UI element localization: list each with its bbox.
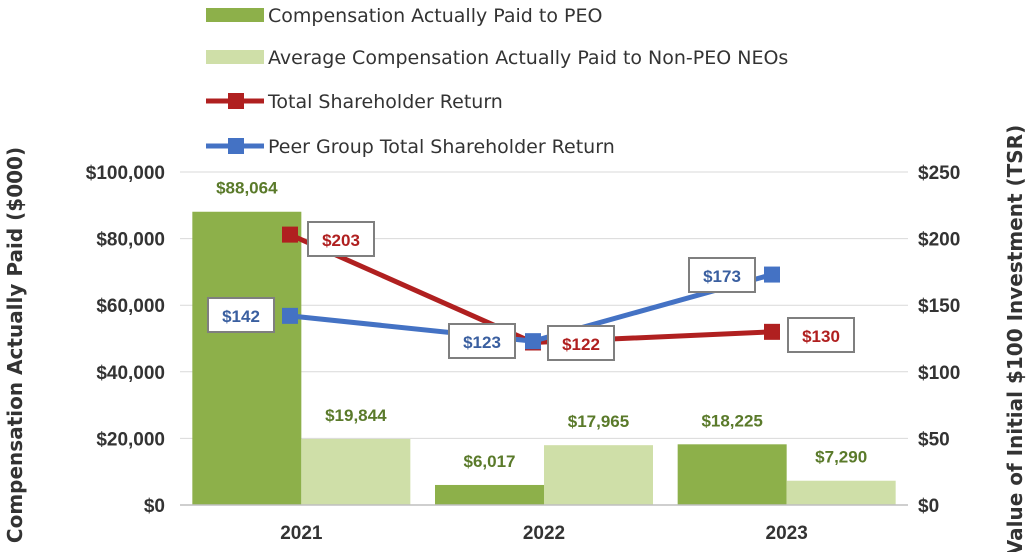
line-label-box bbox=[448, 323, 516, 359]
bar bbox=[544, 445, 653, 505]
data-labels: $88,064 $6,017 $18,225 $19,844 $17,965 $7,290… bbox=[207, 179, 867, 471]
legend-marker bbox=[228, 93, 244, 109]
x-tick-label: 2022 bbox=[523, 523, 565, 544]
series-marker bbox=[282, 226, 298, 243]
bar-value-label: $19,844 bbox=[325, 406, 387, 425]
y-axis-title: Compensation Actually Paid ($000) bbox=[3, 147, 27, 543]
bar-series bbox=[192, 211, 896, 505]
legend-marker bbox=[228, 138, 244, 154]
line-label-box bbox=[207, 297, 275, 333]
y-tick-label: $0 bbox=[144, 496, 165, 517]
y-tick-label: $20,000 bbox=[96, 429, 165, 450]
legend-label: Compensation Actually Paid to PEO bbox=[268, 5, 602, 27]
x-tick-label: 2023 bbox=[766, 523, 808, 544]
bar bbox=[435, 484, 544, 505]
legend-label: Average Compensation Actually Paid to No… bbox=[268, 47, 788, 69]
line-value-label: $142 bbox=[222, 307, 260, 326]
legend-swatch bbox=[206, 50, 264, 64]
line-value-label: $203 bbox=[322, 231, 360, 250]
legend: Compensation Actually Paid to PEO Average… bbox=[206, 5, 788, 158]
bar-value-label: $7,290 bbox=[815, 448, 867, 467]
bar bbox=[192, 211, 302, 505]
line-value-label: $123 bbox=[463, 333, 501, 352]
bar bbox=[677, 444, 787, 505]
series-marker bbox=[525, 333, 541, 350]
line-label-box bbox=[688, 257, 756, 293]
bar-value-label: $6,017 bbox=[464, 452, 516, 471]
bar bbox=[301, 438, 411, 505]
line-label-box bbox=[547, 325, 615, 361]
series-marker bbox=[282, 307, 298, 324]
bar-value-label: $18,225 bbox=[701, 411, 762, 430]
line-label-box bbox=[307, 221, 375, 257]
y2-tick-label: $100 bbox=[918, 363, 960, 384]
series-marker bbox=[764, 266, 780, 283]
legend-swatch bbox=[206, 8, 264, 22]
legend-label: Peer Group Total Shareholder Return bbox=[268, 136, 615, 158]
y-tick-label: $80,000 bbox=[96, 230, 165, 251]
x-tick-label: 2021 bbox=[280, 523, 323, 544]
y2-tick-label: $50 bbox=[918, 429, 950, 450]
bar-value-label: $88,064 bbox=[216, 179, 278, 198]
bar bbox=[786, 480, 896, 505]
line-series bbox=[282, 226, 780, 351]
bar-value-label: $17,965 bbox=[568, 412, 629, 431]
y2-axis-title: Value of Initial $100 Investment (TSR) bbox=[1003, 125, 1027, 552]
axes: $0 $0 $20,000 $50 $40,000 $100 $60,000 $150 $80,… bbox=[3, 125, 1027, 552]
y2-tick-label: $200 bbox=[918, 230, 960, 251]
series-marker bbox=[764, 323, 780, 340]
y2-tick-label: $150 bbox=[918, 296, 960, 317]
y-tick-label: $60,000 bbox=[96, 296, 165, 317]
line-value-label: $173 bbox=[703, 267, 741, 286]
y-tick-label: $40,000 bbox=[96, 363, 165, 384]
legend-label: Total Shareholder Return bbox=[267, 91, 503, 113]
line-value-label: $122 bbox=[562, 335, 600, 354]
y2-tick-label: $0 bbox=[918, 496, 939, 517]
line-label-box bbox=[787, 317, 855, 353]
y-tick-label: $100,000 bbox=[86, 163, 165, 184]
y2-tick-label: $250 bbox=[918, 163, 960, 184]
line-value-label: $130 bbox=[802, 327, 840, 346]
